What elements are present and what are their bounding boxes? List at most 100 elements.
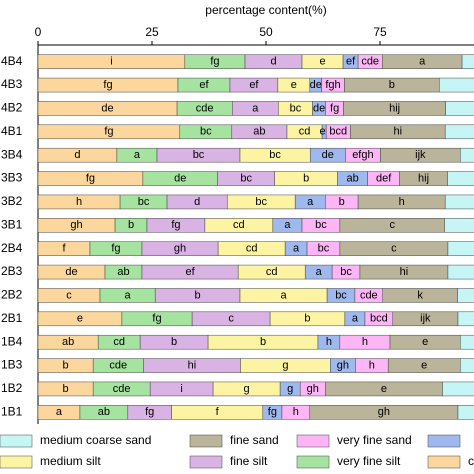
- segment-label: b: [339, 196, 345, 208]
- segment-label: de: [322, 149, 334, 161]
- segment-label: e: [421, 359, 427, 371]
- segment-label: ab: [98, 406, 110, 418]
- segment-label: a: [316, 266, 323, 278]
- y-tick-label: 2B3: [1, 264, 23, 278]
- segment-label: e: [381, 383, 387, 395]
- y-tick-label: 1B2: [1, 381, 23, 395]
- y-tick-label: 1B4: [1, 334, 23, 348]
- legend-label: fine silt: [230, 454, 268, 468]
- segment-label: h: [76, 196, 82, 208]
- segment-label: a: [284, 219, 291, 231]
- segment-label: b: [128, 219, 134, 231]
- bar-segment: [457, 311, 474, 327]
- segment-label: cde: [113, 383, 131, 395]
- bar-segment: [444, 124, 474, 140]
- segment-label: def: [376, 172, 392, 184]
- legend-swatch: [427, 455, 461, 469]
- bar-segment: [457, 405, 474, 420]
- segment-label: c: [391, 243, 397, 255]
- segment-label: g: [244, 383, 250, 395]
- segment-label: fg: [210, 56, 219, 68]
- segment-label: fg: [171, 219, 180, 231]
- segment-label: de: [101, 102, 113, 114]
- y-tick-label: 4B4: [1, 54, 23, 68]
- segment-label: fg: [104, 126, 113, 138]
- segment-label: d: [194, 196, 200, 208]
- segment-label: b: [63, 383, 69, 395]
- segment-label: hi: [400, 266, 409, 278]
- segment-label: c: [66, 289, 72, 301]
- segment-label: fg: [111, 243, 120, 255]
- segment-label: efgh: [352, 149, 373, 161]
- segment-label: e: [422, 336, 428, 348]
- segment-label: gh: [70, 219, 82, 231]
- segment-label: bcd: [329, 126, 347, 138]
- segment-label: c: [390, 219, 396, 231]
- segment-label: a: [419, 56, 426, 68]
- segment-label: b: [389, 79, 395, 91]
- segment-label: bc: [240, 172, 252, 184]
- y-tick-label: 2B2: [1, 288, 23, 302]
- segment-label: e: [291, 79, 297, 91]
- y-tick-label: 4B1: [1, 124, 23, 138]
- x-tick-label: 75: [373, 25, 387, 39]
- segment-label: bc: [269, 149, 281, 161]
- bar-segment: [445, 101, 474, 116]
- segment-label: g: [287, 383, 293, 395]
- y-tick-label: 3B2: [1, 194, 23, 208]
- segment-label: b: [304, 313, 310, 325]
- bar-segment: [444, 218, 474, 233]
- segment-label: a: [280, 289, 287, 301]
- x-tick-label: 50: [259, 25, 273, 39]
- segment-label: ab: [117, 266, 129, 278]
- segment-label: bc: [335, 289, 347, 301]
- segment-label: h: [326, 336, 332, 348]
- segment-label: f: [216, 406, 220, 418]
- segment-label: fg: [152, 313, 161, 325]
- segment-label: cd: [113, 336, 125, 348]
- segment-label: b: [171, 336, 177, 348]
- segment-label: fg: [103, 79, 112, 91]
- segment-label: ab: [347, 172, 359, 184]
- y-tick-label: 1B1: [1, 404, 23, 418]
- x-tick-label: 0: [35, 25, 42, 39]
- segment-label: hi: [394, 126, 403, 138]
- segment-label: bc: [290, 102, 302, 114]
- bar-segment: [461, 54, 474, 69]
- segment-label: a: [352, 313, 359, 325]
- segment-label: de: [310, 79, 322, 91]
- bar-segment: [444, 194, 474, 210]
- segment-label: bc: [200, 126, 212, 138]
- segment-label: a: [293, 243, 300, 255]
- segment-label: b: [195, 289, 201, 301]
- segment-label: cde: [196, 102, 214, 114]
- legend-label: fine sand: [230, 433, 279, 447]
- segment-label: a: [134, 149, 141, 161]
- segment-label: ab: [62, 336, 74, 348]
- bar-segment: [457, 288, 474, 303]
- segment-label: cd: [266, 266, 278, 278]
- segment-label: i: [110, 56, 112, 68]
- legend-swatch: [427, 434, 461, 448]
- segment-label: ijk: [415, 149, 426, 161]
- segment-label: cde: [109, 359, 127, 371]
- chart-title: percentage content(%): [205, 3, 326, 17]
- segment-label: a: [56, 406, 63, 418]
- segment-label: gh: [378, 406, 390, 418]
- bar-segment: [442, 381, 474, 397]
- y-tick-label: 2B4: [1, 241, 23, 255]
- segment-label: cd: [246, 243, 258, 255]
- segment-label: ef: [320, 126, 330, 138]
- legend-swatch: [0, 455, 33, 469]
- legend-swatch: [296, 434, 330, 448]
- segment-label: ijk: [420, 313, 431, 325]
- bar-segment: [447, 241, 474, 256]
- segment-label: gh: [307, 383, 319, 395]
- bar-segment: [460, 358, 474, 373]
- segment-label: ef: [346, 56, 356, 68]
- segment-label: h: [293, 406, 299, 418]
- segment-label: bc: [318, 243, 330, 255]
- segment-label: fg: [145, 406, 154, 418]
- y-tick-label: 1B3: [1, 358, 23, 372]
